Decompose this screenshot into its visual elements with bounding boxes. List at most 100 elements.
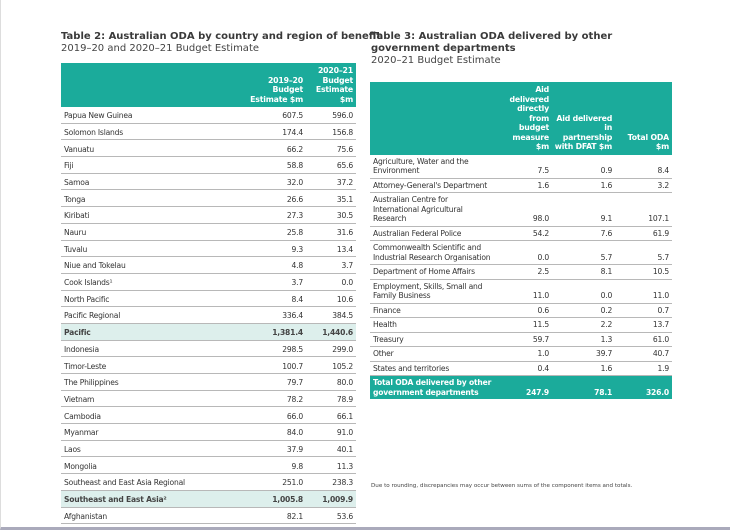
- row-label: Myanmar: [61, 423, 246, 441]
- table-row: Papua New Guinea 607.5 596.0: [61, 107, 356, 124]
- table-row: Health 11.5 2.2 13.7: [370, 317, 672, 333]
- value-2020-21: 40.1: [306, 440, 356, 458]
- value-2020-21: 10.6: [306, 290, 356, 308]
- row-label: Tuvalu: [61, 240, 246, 258]
- value-total: 1.9: [615, 361, 672, 376]
- row-label: Fiji: [61, 156, 246, 174]
- row-label: Kiribati: [61, 206, 246, 224]
- value-partnership: 9.1: [552, 192, 616, 227]
- t3-header-name: [370, 82, 498, 155]
- value-total: 326.0: [615, 375, 672, 399]
- value-direct: 11.0: [497, 279, 553, 304]
- row-label: Australian Federal Police: [370, 226, 498, 241]
- table-row: Finance 0.6 0.2 0.7: [370, 303, 672, 318]
- value-2019-20: 174.4: [246, 123, 306, 141]
- table-row: Kiribati 27.3 30.5: [61, 206, 356, 224]
- table-row: Indonesia 298.5 299.0: [61, 340, 356, 358]
- value-direct: 98.0: [497, 192, 553, 227]
- row-label: Afghanistan: [61, 507, 246, 525]
- rounding-note: Due to rounding, discrepancies may occur…: [371, 483, 633, 489]
- table-row: Australian Centre for International Agri…: [370, 192, 672, 227]
- value-direct: 54.2: [497, 226, 553, 241]
- table-row: Commonwealth Scientific and Industrial R…: [370, 240, 672, 265]
- value-2019-20: 251.0: [246, 473, 306, 491]
- value-total: 0.7: [615, 303, 672, 318]
- value-2019-20: 66.0: [246, 406, 306, 425]
- value-total: 10.5: [615, 264, 672, 280]
- value-2019-20: 100.7: [246, 356, 306, 374]
- t3-header-direct: Aid delivered directly from budget measu…: [497, 82, 553, 155]
- value-total: 5.7: [615, 240, 672, 265]
- row-label: The Philippines: [61, 373, 246, 391]
- value-total: 40.7: [615, 346, 672, 362]
- value-2020-21: 30.5: [306, 206, 356, 224]
- value-partnership: 78.1: [552, 375, 616, 399]
- t2-header-name: [61, 63, 246, 107]
- row-label: Samoa: [61, 173, 246, 191]
- value-2020-21: 13.4: [306, 240, 356, 258]
- value-2019-20: 37.9: [246, 440, 306, 458]
- table-row: Samoa 32.0 37.2: [61, 173, 356, 191]
- row-label: Niue and Tokelau: [61, 256, 246, 274]
- table-row: Timor-Leste 100.7 105.2: [61, 356, 356, 374]
- value-total: 3.2: [615, 178, 672, 193]
- value-2020-21: 91.0: [306, 423, 356, 441]
- value-2019-20: 66.2: [246, 139, 306, 158]
- value-partnership: 39.7: [552, 346, 616, 362]
- table-row: Solomon Islands 174.4 156.8: [61, 123, 356, 141]
- value-partnership: 1.3: [552, 332, 616, 347]
- value-2019-20: 25.8: [246, 223, 306, 241]
- value-2020-21: 299.0: [306, 340, 356, 358]
- table3-title: Table 3: Australian ODA delivered by oth…: [371, 31, 613, 54]
- table-row: Pacific Regional 336.4 384.5: [61, 306, 356, 324]
- value-partnership: 0.9: [552, 154, 616, 179]
- value-2019-20: 84.0: [246, 423, 306, 441]
- table-row: Vietnam 78.2 78.9: [61, 390, 356, 408]
- row-label: Finance: [370, 303, 498, 318]
- table-row: Vanuatu 66.2 75.6: [61, 139, 356, 158]
- table-row: Cambodia 66.0 66.1: [61, 406, 356, 425]
- value-partnership: 1.6: [552, 361, 616, 376]
- value-direct: 59.7: [497, 332, 553, 347]
- value-direct: 0.6: [497, 303, 553, 318]
- table-row: The Philippines 79.7 80.0: [61, 373, 356, 391]
- value-2020-21: 384.5: [306, 306, 356, 324]
- value-2020-21: 66.1: [306, 406, 356, 425]
- value-2019-20: 9.8: [246, 456, 306, 475]
- value-2020-21: 35.1: [306, 189, 356, 208]
- t2-header-2020: 2020–21 Budget Estimate $m: [306, 63, 356, 107]
- value-total: 13.7: [615, 317, 672, 333]
- value-partnership: 2.2: [552, 317, 616, 333]
- table-row: Cook Islands¹ 3.7 0.0: [61, 273, 356, 291]
- value-direct: 2.5: [497, 264, 553, 280]
- value-2019-20: 336.4: [246, 306, 306, 324]
- table-row: Employment, Skills, Small and Family Bus…: [370, 279, 672, 304]
- table-row: North Pacific 8.4 10.6: [61, 290, 356, 308]
- value-2020-21: 105.2: [306, 356, 356, 374]
- table-row: Other 1.0 39.7 40.7: [370, 346, 672, 362]
- table2-heading: Table 2: Australian ODA by country and r…: [61, 31, 381, 55]
- table-row: Laos 37.9 40.1: [61, 440, 356, 458]
- value-2019-20: 607.5: [246, 107, 306, 124]
- row-label: Vanuatu: [61, 139, 246, 158]
- value-2019-20: 27.3: [246, 206, 306, 224]
- value-direct: 0.0: [497, 240, 553, 265]
- table-row: Tuvalu 9.3 13.4: [61, 240, 356, 258]
- table2: 2019–20 Budget Estimate $m 2020–21 Budge…: [61, 63, 356, 525]
- value-2019-20: 58.8: [246, 156, 306, 174]
- row-label: Papua New Guinea: [61, 107, 246, 124]
- table-row: Southeast and East Asia Regional 251.0 238…: [61, 473, 356, 491]
- value-total: 61.0: [615, 332, 672, 347]
- value-partnership: 0.2: [552, 303, 616, 318]
- row-label: Department of Home Affairs: [370, 264, 498, 280]
- value-2019-20: 1,005.8: [246, 490, 306, 508]
- value-2020-21: 0.0: [306, 273, 356, 291]
- row-label: Southeast and East Asia²: [61, 490, 246, 508]
- table-row: States and territories 0.4 1.6 1.9: [370, 361, 672, 376]
- value-2019-20: 4.8: [246, 256, 306, 274]
- row-label: Pacific: [61, 323, 246, 341]
- value-2020-21: 156.8: [306, 123, 356, 141]
- value-2019-20: 1,381.4: [246, 323, 306, 341]
- table-row: Attorney-General's Department 1.6 1.6 3.2: [370, 178, 672, 193]
